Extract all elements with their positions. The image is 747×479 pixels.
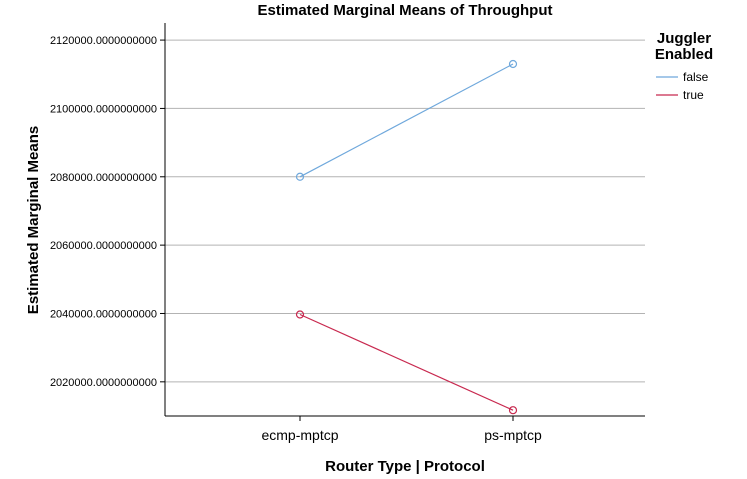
- y-tick-label-4: 2100000.0000000000: [50, 103, 157, 115]
- y-axis-label: Estimated Marginal Means: [25, 126, 42, 314]
- y-tick-label-0: 2020000.0000000000: [50, 377, 157, 389]
- series-line-true: [299, 313, 514, 411]
- legend-label-false: false: [683, 70, 709, 84]
- series-line-false: [299, 63, 514, 178]
- x-tick-label-ps-mptcp: ps-mptcp: [484, 427, 542, 443]
- point-true-ecmp-mptcp: [295, 310, 305, 319]
- y-tick-label-1: 2040000.0000000000: [50, 308, 157, 320]
- legend-title-line2: Enabled: [655, 46, 713, 63]
- legend: Juggler Enabled false true: [655, 30, 713, 102]
- x-tick-label-ecmp-mptcp: ecmp-mptcp: [261, 427, 338, 443]
- x-tick-labels: ecmp-mptcp ps-mptcp: [261, 416, 542, 443]
- y-tick-label-2: 2060000.0000000000: [50, 240, 157, 252]
- series-group: [295, 59, 518, 415]
- y-tick-label-5: 2120000.0000000000: [50, 35, 157, 47]
- chart-title: Estimated Marginal Means of Throughput: [257, 2, 552, 19]
- y-tick-labels: 2020000.0000000000 2040000.0000000000 2060…: [50, 35, 165, 389]
- gridlines: [165, 39, 645, 383]
- legend-title-line1: Juggler: [657, 30, 711, 47]
- y-tick-label-3: 2080000.0000000000: [50, 172, 157, 184]
- point-false-ecmp-mptcp: [295, 172, 305, 181]
- point-true-ps-mptcp: [508, 406, 518, 415]
- x-axis-label: Router Type | Protocol: [325, 458, 485, 475]
- legend-label-true: true: [683, 88, 704, 102]
- point-false-ps-mptcp: [508, 59, 518, 69]
